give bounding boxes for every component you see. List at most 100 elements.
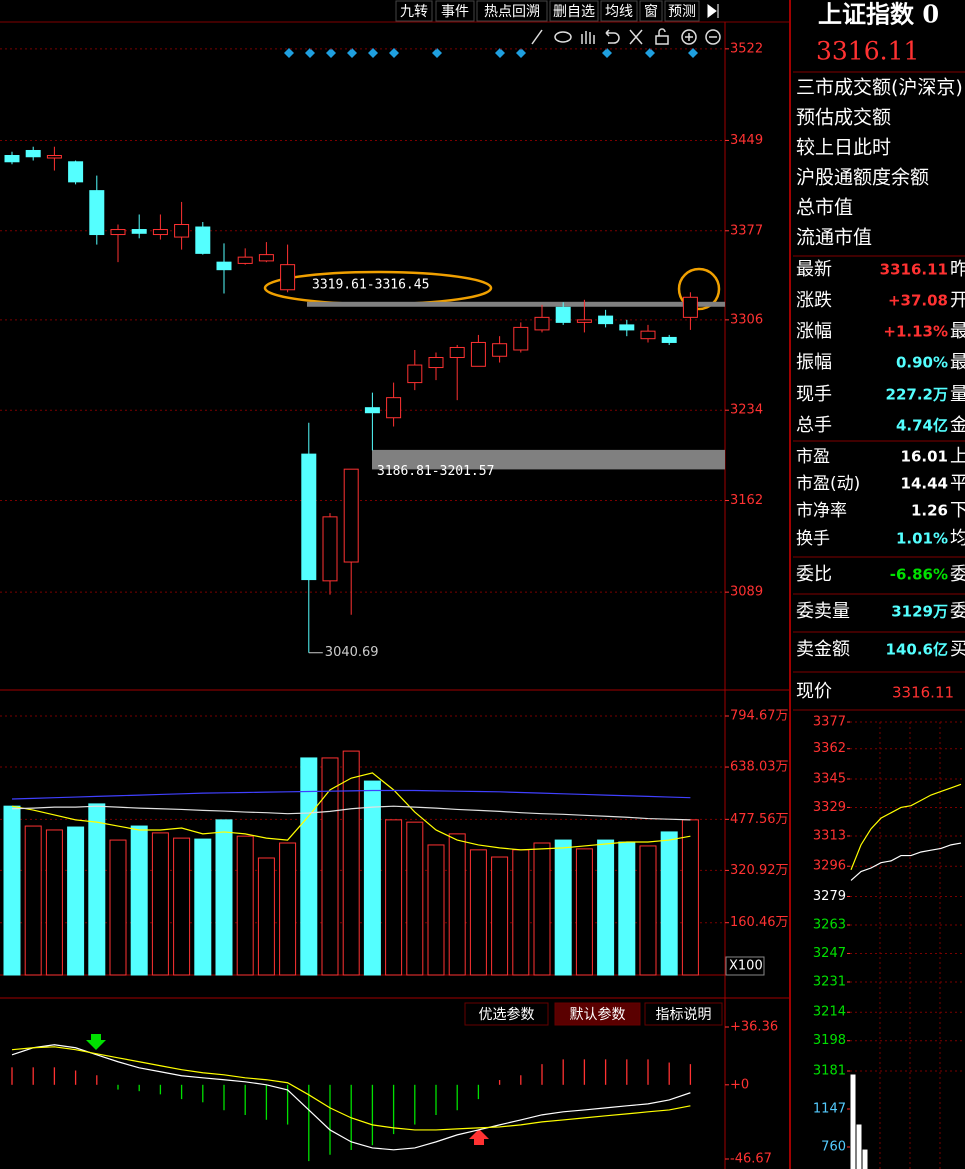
toolbar-label[interactable]: 窗 (644, 3, 658, 20)
y-tick-label: 3449 (730, 133, 763, 148)
tool-icon[interactable] (531, 29, 543, 45)
bar (618, 841, 636, 976)
stat-value: 1.26 (911, 502, 948, 520)
event-marker[interactable] (305, 48, 315, 58)
event-marker[interactable] (495, 48, 505, 58)
toolbar-label[interactable]: 九转 (400, 4, 428, 20)
toolbar-label[interactable]: 预测 (668, 4, 696, 20)
y-tick-label: 3089 (730, 585, 763, 600)
stat-tail: 量 (950, 384, 965, 405)
bar (850, 1074, 856, 1169)
draw-tools (531, 28, 721, 45)
stat-value: 140.6亿 (886, 641, 948, 659)
stat-value: +37.08 (888, 292, 948, 310)
indicator-button-label[interactable]: 默认参数 (570, 1006, 626, 1023)
y-tick-label: 477.56万 (730, 812, 789, 827)
stat-label: 振幅 (796, 352, 832, 373)
tool-icon[interactable] (655, 28, 669, 45)
market-row-label: 三市成交额(沪深京) (796, 77, 963, 99)
stat-value: -6.86% (890, 566, 948, 584)
event-marker[interactable] (326, 48, 336, 58)
bar (342, 750, 360, 976)
event-marker[interactable] (368, 48, 378, 58)
event-marker[interactable] (432, 48, 442, 58)
bar (575, 848, 593, 976)
candle-body (661, 336, 677, 343)
tool-icon[interactable] (554, 31, 572, 43)
candle-body (174, 224, 190, 238)
stat-label: 总手 (796, 415, 832, 436)
bar (3, 805, 21, 976)
unit-label: X100 (729, 959, 763, 974)
toolbar-icon[interactable] (707, 4, 719, 18)
bar (24, 825, 42, 976)
event-marker[interactable] (284, 48, 294, 58)
candle-body (492, 343, 508, 357)
toolbar-button[interactable] (664, 0, 700, 22)
unit-box (725, 956, 765, 976)
y-tick-label: 794.67万 (730, 709, 789, 724)
candle-body (619, 324, 635, 331)
event-marker[interactable] (516, 48, 526, 58)
stat-label: 市盈 (796, 447, 830, 467)
candle-body (364, 407, 380, 414)
y-tick-label: 3306 (730, 312, 763, 327)
event-marker[interactable] (602, 48, 612, 58)
highlight-circle (677, 267, 721, 311)
candle-body (25, 149, 41, 158)
toolbar-button[interactable] (395, 0, 433, 22)
event-marker[interactable] (688, 48, 698, 58)
toolbar-label[interactable]: 均线 (605, 4, 633, 20)
stat-tail: 昨 (950, 259, 965, 280)
y-tick-label: 3377 (730, 223, 763, 238)
indicator-line (850, 783, 962, 871)
indicator-button[interactable] (464, 1002, 549, 1026)
tool-icon[interactable] (605, 29, 620, 44)
candle-body (258, 254, 274, 262)
bar (469, 849, 487, 976)
stat-tail: 最 (950, 321, 965, 342)
bar (45, 829, 63, 976)
indicator-line (11, 805, 691, 821)
event-marker[interactable] (645, 48, 655, 58)
bar (660, 831, 678, 976)
indicator-button[interactable] (644, 1002, 723, 1026)
event-marker[interactable] (347, 48, 357, 58)
toolbar-button[interactable] (476, 0, 548, 22)
candle-body (343, 468, 359, 563)
stat-tail: 上 (950, 446, 965, 467)
toolbar-button[interactable] (549, 0, 599, 22)
bar (151, 832, 169, 976)
stat-tail: 金 (950, 415, 965, 436)
toolbar-label[interactable]: 热点回溯 (484, 4, 540, 20)
stat-label: 换手 (796, 529, 830, 549)
stat-label: 卖金额 (796, 639, 850, 660)
toolbar-button[interactable] (600, 0, 638, 22)
indicator-button[interactable] (554, 1002, 641, 1026)
bar (130, 825, 148, 976)
indicator-button-label[interactable]: 指标说明 (656, 1007, 712, 1023)
bar (109, 839, 127, 976)
stat-label: 市盈(动) (796, 474, 860, 494)
indicator-line (11, 1044, 691, 1151)
stat-label: 委卖量 (796, 601, 850, 622)
candle-body (322, 516, 338, 582)
y-tick-label: 3181 (813, 1064, 846, 1079)
y-tick-label: 3377 (813, 715, 846, 730)
bar (67, 826, 85, 976)
candle-body (301, 453, 317, 581)
toolbar-button[interactable] (435, 0, 475, 22)
candle-body (576, 319, 592, 323)
candle-body (640, 330, 656, 340)
tool-icon[interactable] (681, 29, 697, 45)
y-tick-label: 3279 (813, 889, 846, 904)
event-marker[interactable] (389, 48, 399, 58)
toolbar-label[interactable]: 事件 (441, 4, 469, 20)
toolbar-button[interactable] (639, 0, 663, 22)
indicator-button-label[interactable]: 优选参数 (479, 1006, 535, 1023)
tool-icon[interactable] (705, 29, 721, 45)
tool-icon[interactable] (581, 31, 595, 44)
tool-icon[interactable] (629, 29, 643, 45)
toolbar-label[interactable]: 删自选 (553, 4, 595, 20)
